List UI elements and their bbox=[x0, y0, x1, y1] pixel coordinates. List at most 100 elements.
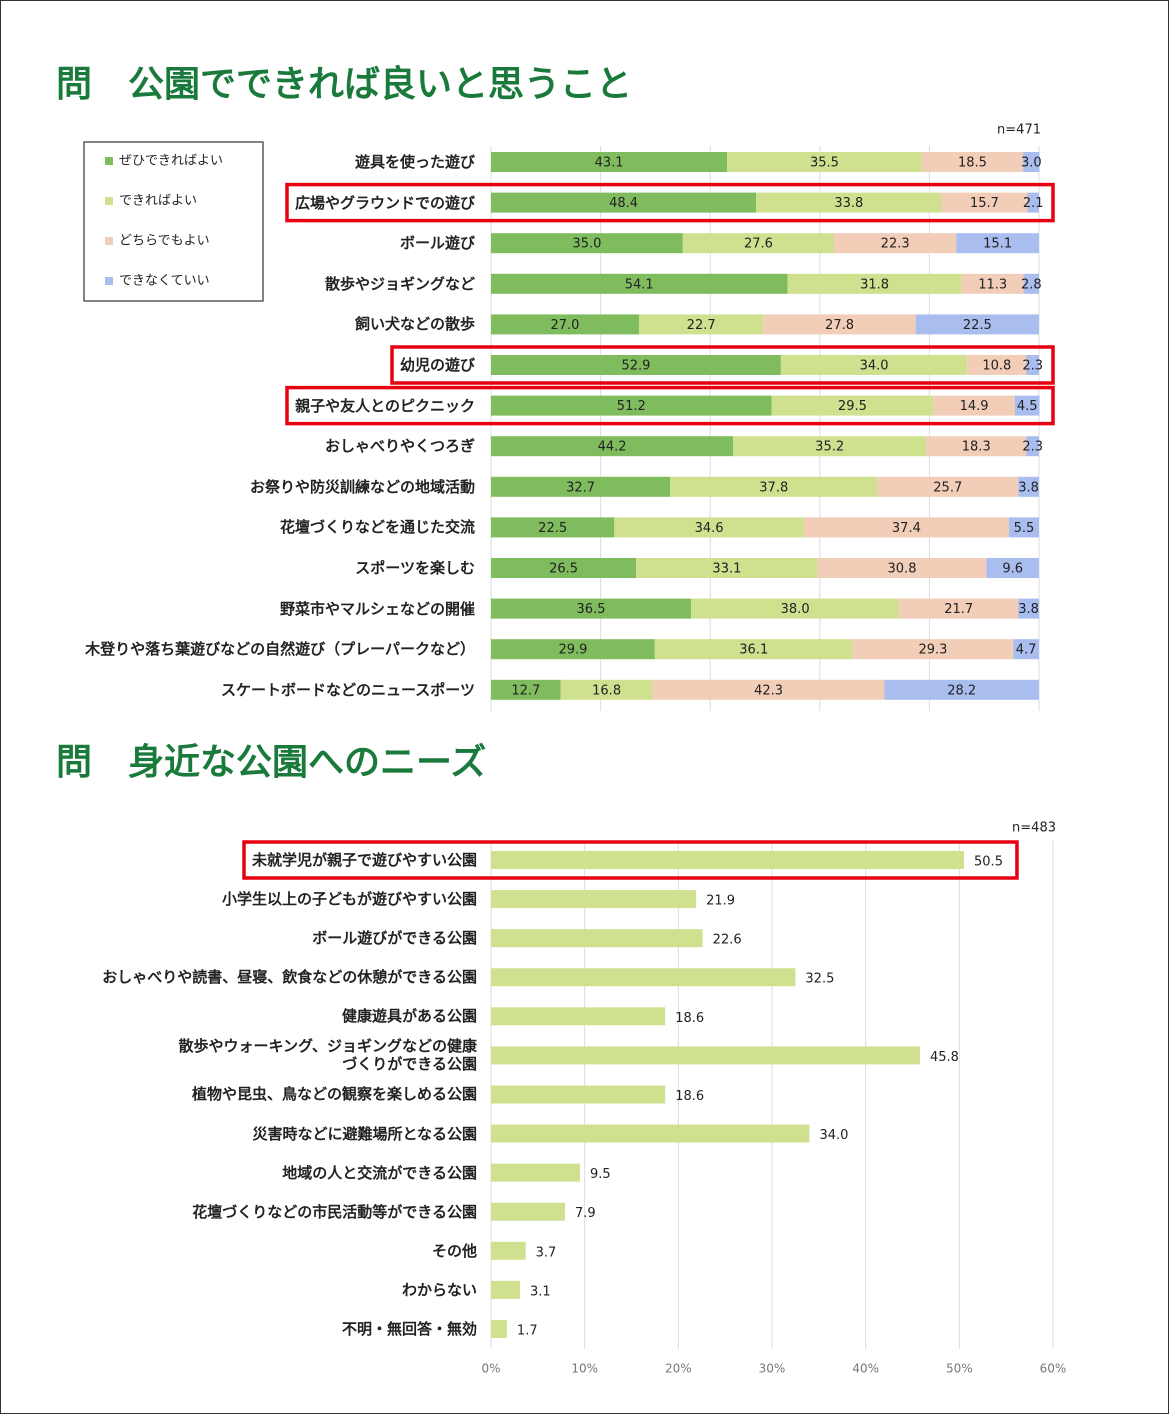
bar bbox=[491, 1124, 810, 1143]
category-label: ボール遊び bbox=[399, 234, 475, 253]
bar-segment bbox=[961, 273, 1024, 294]
bar-segment bbox=[491, 152, 728, 172]
bar-segment bbox=[491, 679, 561, 700]
value-label: 33.1 bbox=[712, 562, 741, 577]
value-label: 22.7 bbox=[687, 318, 716, 333]
value-label: 2.8 bbox=[1021, 277, 1042, 292]
value-label: 28.2 bbox=[947, 683, 976, 698]
bar-segment bbox=[491, 558, 637, 578]
value-label: 38.0 bbox=[781, 602, 810, 617]
category-label: 幼児の遊び bbox=[399, 356, 475, 374]
value-label: 15.1 bbox=[983, 237, 1012, 252]
bar-segment bbox=[1013, 639, 1039, 660]
value-label: 3.1 bbox=[530, 1284, 551, 1299]
bar-segment bbox=[763, 314, 916, 335]
bar bbox=[491, 1046, 920, 1065]
bar-segment bbox=[670, 476, 878, 497]
bar-segment bbox=[780, 355, 968, 375]
bar-segment bbox=[817, 558, 987, 578]
value-label: 34.6 bbox=[695, 521, 724, 536]
value-label: 35.2 bbox=[815, 440, 844, 455]
value-label: 34.0 bbox=[860, 359, 889, 374]
value-label: 35.5 bbox=[810, 156, 839, 171]
value-label: 52.9 bbox=[621, 359, 650, 374]
value-label: 32.5 bbox=[805, 972, 834, 987]
legend-marker bbox=[105, 237, 113, 245]
sample-size: n=483 bbox=[1012, 821, 1056, 836]
value-label: 18.6 bbox=[675, 1089, 704, 1104]
bar-segment bbox=[560, 679, 653, 700]
value-label: 21.9 bbox=[706, 894, 735, 909]
bar bbox=[491, 1202, 565, 1221]
value-label: 18.3 bbox=[962, 440, 991, 455]
highlight-box bbox=[242, 840, 1019, 880]
category-label: 花壇づくりなどを通じた交流 bbox=[279, 518, 475, 537]
bar-segment bbox=[941, 192, 1028, 213]
legend-label: できなくていい bbox=[119, 274, 210, 289]
x-tick-label: 0% bbox=[481, 1362, 500, 1376]
value-label: 33.8 bbox=[834, 196, 863, 211]
category-label: 小学生以上の子どもが遊びやすい公園 bbox=[221, 890, 477, 909]
bar-segment bbox=[1014, 395, 1040, 416]
category-label: おしゃべりやくつろぎ bbox=[324, 437, 475, 456]
value-label: 9.5 bbox=[590, 1167, 611, 1182]
bar-segment bbox=[803, 517, 1009, 538]
value-label: 18.5 bbox=[958, 156, 987, 171]
bar-segment bbox=[1023, 273, 1039, 294]
category-label: 植物や昆虫、鳥などの観察を楽しめる公園 bbox=[191, 1085, 477, 1104]
value-label: 50.5 bbox=[974, 855, 1003, 870]
value-label: 54.1 bbox=[625, 277, 654, 292]
bar-segment bbox=[1027, 192, 1039, 213]
value-label: 16.8 bbox=[592, 683, 621, 698]
value-label: 5.5 bbox=[1014, 521, 1035, 536]
category-label: 散歩やウォーキング、ジョギングなどの健康 づくりができる公園 bbox=[178, 1037, 477, 1074]
legend-marker bbox=[105, 157, 113, 165]
value-label: 32.7 bbox=[566, 480, 595, 495]
value-label: 14.9 bbox=[960, 399, 989, 414]
chart-title: 問 身近な公園へのニーズ bbox=[56, 741, 486, 783]
highlight-box bbox=[285, 182, 1055, 223]
legend-marker bbox=[105, 277, 113, 285]
bar bbox=[491, 851, 965, 869]
legend-label: どちらでもよい bbox=[119, 234, 210, 249]
value-label: 27.0 bbox=[551, 318, 580, 333]
bar bbox=[491, 1280, 521, 1299]
bar-segment bbox=[933, 395, 1015, 416]
value-label: 31.8 bbox=[860, 277, 889, 292]
bar-segment bbox=[834, 233, 957, 254]
category-label: おしゃべりや読書、昼寝、飲食などの休憩ができる公園 bbox=[102, 968, 477, 987]
value-label: 9.6 bbox=[1002, 562, 1023, 577]
value-label: 22.6 bbox=[713, 933, 742, 948]
bar bbox=[491, 929, 703, 948]
category-label: 未就学児が親子で遊びやすい公園 bbox=[251, 851, 477, 869]
value-label: 22.5 bbox=[963, 318, 992, 333]
value-label: 12.7 bbox=[511, 683, 540, 698]
value-label: 36.5 bbox=[577, 602, 606, 617]
legend-label: できればよい bbox=[119, 194, 197, 209]
value-label: 48.4 bbox=[609, 196, 638, 211]
value-label: 45.8 bbox=[930, 1050, 959, 1065]
bar-segment bbox=[491, 436, 734, 457]
value-label: 27.8 bbox=[825, 318, 854, 333]
value-label: 43.1 bbox=[595, 156, 624, 171]
bar-segment bbox=[877, 476, 1019, 497]
category-label: スポーツを楽しむ bbox=[355, 559, 475, 577]
bar-segment bbox=[491, 639, 655, 660]
value-label: 37.8 bbox=[759, 480, 788, 495]
category-label: スケートボードなどのニュースポーツ bbox=[221, 680, 475, 699]
bar-segment bbox=[1026, 355, 1039, 375]
bar bbox=[491, 968, 796, 987]
bar-segment bbox=[682, 233, 835, 254]
value-label: 11.3 bbox=[978, 277, 1007, 292]
category-label: 飼い犬などの散歩 bbox=[354, 315, 475, 334]
x-tick-label: 30% bbox=[759, 1362, 786, 1376]
value-label: 2.1 bbox=[1023, 196, 1044, 211]
bar bbox=[491, 1241, 526, 1260]
highlight-box bbox=[285, 385, 1055, 426]
x-tick-label: 20% bbox=[665, 1362, 692, 1376]
bar-segment bbox=[884, 679, 1039, 700]
category-label: お祭りや防災訓練などの地域活動 bbox=[249, 477, 475, 496]
bar-segment bbox=[491, 192, 757, 213]
value-label: 18.6 bbox=[675, 1011, 704, 1026]
